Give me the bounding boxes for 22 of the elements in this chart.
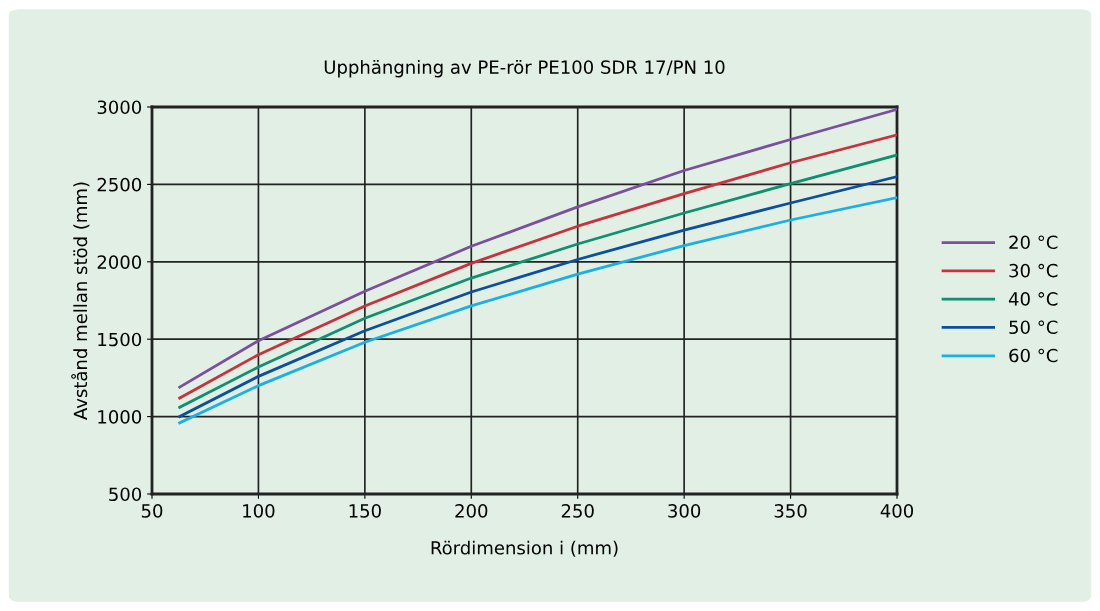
legend-label: 30 °C: [1009, 263, 1058, 278]
x-tick-label: 400: [880, 504, 914, 518]
y-tick-label: 1000: [98, 410, 142, 424]
x-axis-title: Rördimension i (mm): [431, 540, 618, 557]
y-tick-label: 3000: [97, 100, 142, 115]
legend-label: 20 °C: [1009, 235, 1058, 250]
x-tick-label: 350: [774, 504, 807, 518]
y-tick-label: 500: [109, 487, 142, 502]
chart-title: Upphängning av PE-rör PE100 SDR 17/PN 10: [324, 59, 725, 78]
x-tick-label: 150: [349, 504, 381, 518]
x-tick-label: 100: [243, 504, 275, 518]
x-tick-label: 250: [561, 504, 594, 518]
x-tick-label: 300: [668, 504, 701, 518]
y-tick-label: 1500: [98, 332, 142, 347]
legend-label: 40 °C: [1008, 292, 1058, 306]
x-tick-label: 50: [141, 504, 163, 518]
y-axis-title: Avstånd mellan stöd (mm): [71, 182, 90, 420]
legend-label: 60 °C: [1009, 348, 1058, 363]
x-tick-label: 200: [455, 504, 488, 518]
y-tick-label: 2500: [97, 177, 142, 192]
y-tick-label: 2000: [97, 255, 142, 269]
legend-label: 50 °C: [1009, 320, 1058, 335]
